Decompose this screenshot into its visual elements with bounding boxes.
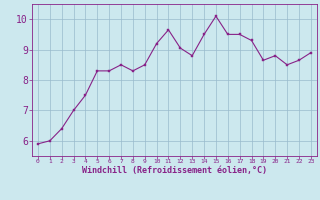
X-axis label: Windchill (Refroidissement éolien,°C): Windchill (Refroidissement éolien,°C) — [82, 166, 267, 175]
